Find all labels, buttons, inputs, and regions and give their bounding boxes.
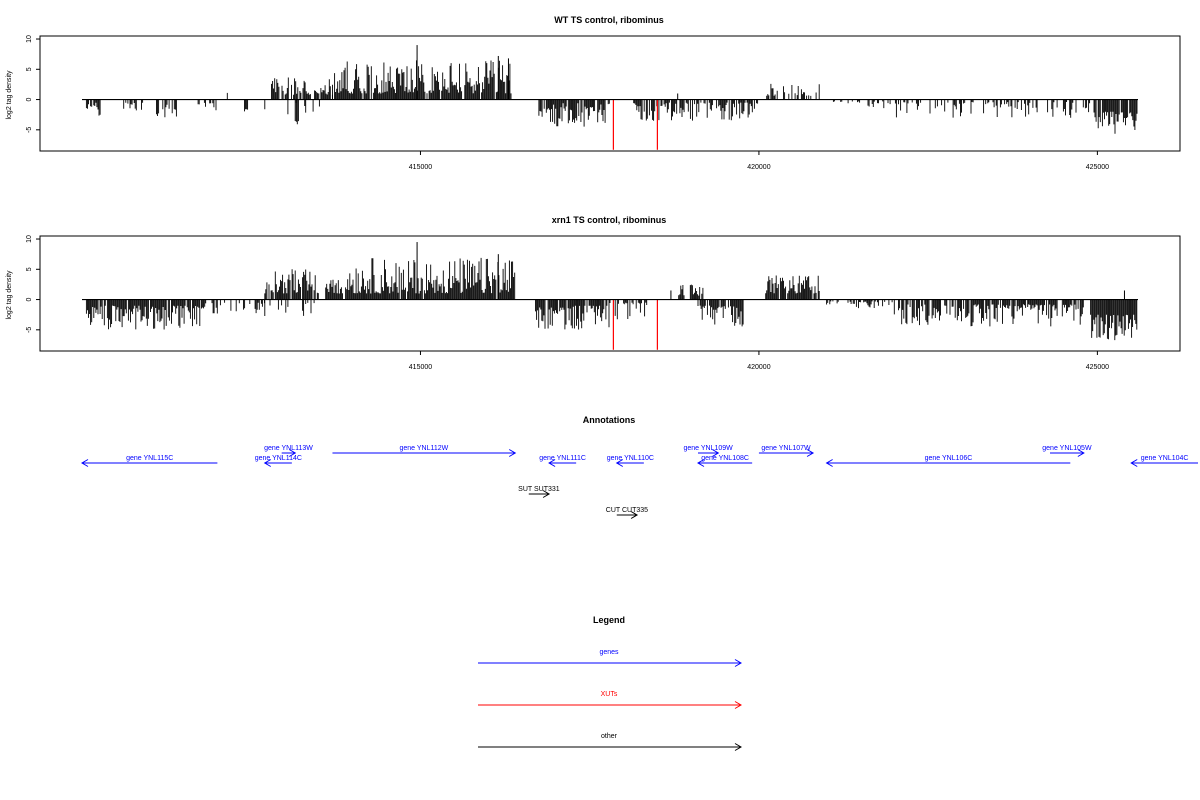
y-tick-label: 10 — [26, 235, 33, 243]
annotation-track: Annotations gene YNL115C gene YNL114Cgene… — [81, 415, 1198, 519]
gene-arrow: gene YNL111C — [539, 455, 586, 467]
signal-segment — [294, 99, 299, 125]
signal-segment — [832, 99, 891, 109]
x-tick-label: 420000 — [747, 364, 770, 371]
feature-arrow: CUT CUT335 — [606, 507, 648, 519]
signal-segment — [325, 257, 516, 300]
signal-segment — [264, 299, 315, 316]
gene-arrow: gene YNL110C — [607, 455, 654, 467]
legend: Legend genes XUTs other — [478, 615, 742, 751]
annotations-title: Annotations — [583, 415, 636, 425]
y-tick-label: 10 — [26, 35, 33, 43]
x-tick-label: 420000 — [747, 164, 770, 171]
legend-entry: genes — [478, 649, 742, 667]
gene-arrow: gene YNL112W — [332, 445, 517, 457]
annotation-label: gene YNL115C — [126, 455, 173, 462]
legend-label: genes — [599, 649, 619, 656]
legend-entries: genes XUTs other — [478, 649, 742, 751]
feature-arrow: SUT SUT331 — [518, 486, 560, 498]
y-tick-label: 5 — [26, 267, 33, 271]
y-tick-label: -5 — [26, 127, 33, 133]
signal-segment — [271, 77, 333, 100]
gene-arrow: gene YNL109W — [684, 445, 734, 457]
y-tick-label: 0 — [26, 98, 33, 102]
xrn1-track-panel: xrn1 TS control, ribominus log2 tag dens… — [6, 215, 1181, 371]
wt-track-panel: WT TS control, ribominus log2 tag densit… — [6, 15, 1181, 171]
legend-title: Legend — [593, 615, 625, 625]
signal-segment — [1093, 99, 1138, 134]
wt-plot-frame — [39, 35, 1181, 152]
annotation-label: gene YNL112W — [399, 445, 448, 452]
signal-segment — [538, 99, 610, 127]
xrn1-plot-frame — [39, 235, 1181, 352]
signal-segment — [85, 299, 201, 330]
signal-segment — [332, 60, 512, 100]
signal-segment — [697, 299, 744, 327]
gene-arrow: gene YNL114C — [255, 455, 302, 467]
gene-arrow: gene YNL107W — [758, 445, 815, 457]
wt-track-ylabel: log2 tag density — [6, 70, 13, 120]
signal-segment — [766, 83, 820, 100]
legend-label: XUTs — [601, 691, 618, 698]
annotation-label: gene YNL113W — [264, 445, 313, 452]
x-tick-label: 415000 — [409, 364, 432, 371]
gene-arrow: gene YNL106C — [825, 455, 1071, 467]
gene-arrow: gene YNL104C — [1130, 455, 1198, 467]
signal-segment — [1090, 299, 1138, 341]
feature-arrows: gene YNL115C gene YNL114C gene YNL113W gene… — [81, 445, 1198, 519]
y-tick-label: -5 — [26, 327, 33, 333]
xrn1-x-axis: 415000 420000 425000 — [409, 351, 1109, 371]
annotation-label: gene YNL105W — [1042, 445, 1092, 452]
wt-x-axis: 415000 420000 425000 — [409, 151, 1109, 171]
signal-segment — [847, 299, 893, 309]
x-tick-label: 425000 — [1086, 364, 1109, 371]
xrn1-track-title: xrn1 TS control, ribominus — [552, 215, 667, 225]
gene-arrow: gene YNL113W — [264, 445, 313, 457]
annotation-label: gene YNL104C — [1141, 455, 1189, 462]
y-tick-label: 0 — [26, 298, 33, 302]
gene-arrow: gene YNL108C — [697, 455, 753, 467]
signal-segment — [535, 299, 610, 330]
signal-segment — [197, 99, 217, 111]
xrn1-track-ylabel: log2 tag density — [6, 270, 13, 320]
signal-segment — [123, 99, 144, 111]
signal-segment — [201, 299, 265, 314]
signal-segment — [244, 99, 249, 112]
gene-arrow: gene YNL105W — [1042, 445, 1092, 457]
legend-label: other — [601, 733, 618, 740]
x-tick-label: 425000 — [1086, 164, 1109, 171]
signal-segment — [85, 99, 101, 116]
signal-segment — [264, 269, 319, 300]
annotation-label: SUT SUT331 — [518, 486, 560, 493]
legend-entry: XUTs — [478, 691, 742, 709]
signal-segment — [893, 299, 1084, 327]
annotation-label: gene YNL110C — [607, 455, 654, 462]
gene-arrow: gene YNL115C — [81, 455, 218, 467]
annotation-label: gene YNL106C — [925, 455, 973, 462]
annotation-label: gene YNL114C — [255, 455, 302, 462]
xrn1-y-axis: -5 0 5 10 — [26, 235, 40, 333]
wt-track-title: WT TS control, ribominus — [554, 15, 664, 25]
wt-y-axis: -5 0 5 10 — [26, 35, 40, 133]
signal-segment — [609, 299, 648, 320]
annotation-label: gene YNL111C — [539, 455, 586, 462]
annotation-label: gene YNL108C — [701, 455, 749, 462]
signal-segment — [826, 299, 839, 305]
legend-entry: other — [478, 733, 742, 751]
annotation-label: CUT CUT335 — [606, 507, 648, 514]
signal-segment — [156, 99, 177, 118]
signal-segment — [678, 284, 704, 300]
y-tick-label: 5 — [26, 67, 33, 71]
signal-segment — [264, 99, 320, 115]
signal-segment — [765, 275, 820, 300]
annotation-label: gene YNL109W — [684, 445, 734, 452]
signal-segment — [894, 99, 1091, 118]
wt-signal-bars — [82, 45, 1138, 150]
annotation-label: gene YNL107W — [761, 445, 811, 452]
x-tick-label: 415000 — [409, 164, 432, 171]
xrn1-signal-bars — [82, 242, 1138, 350]
signal-segment — [633, 99, 759, 121]
